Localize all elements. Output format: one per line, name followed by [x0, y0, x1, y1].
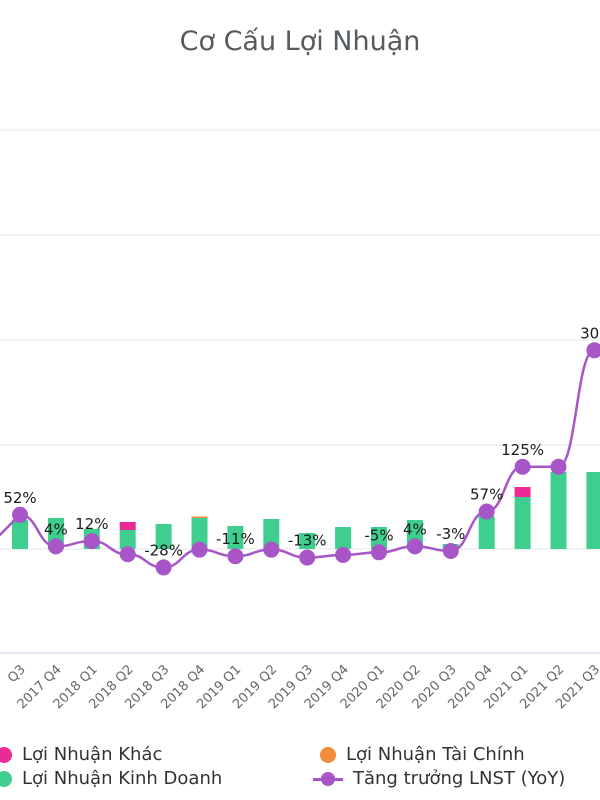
legend-label-kinhdoanh: Lợi Nhuận Kinh Doanh	[22, 768, 223, 789]
bar-tai-chinh	[191, 516, 208, 518]
bar-kinh-doanh	[227, 526, 244, 549]
growth-data-label: -28%	[144, 541, 183, 559]
growth-data-label: 52%	[3, 489, 36, 507]
bar-kinh-doanh	[191, 518, 208, 549]
bar-kinh-doanh	[119, 530, 136, 549]
growth-point	[335, 546, 352, 563]
bar-kinh-doanh	[514, 497, 531, 549]
x-tick-label: Q3	[5, 662, 29, 686]
legend-item-khac[interactable]: Lợi Nhuận Khác	[0, 744, 162, 765]
bar-kinh-doanh	[371, 527, 387, 549]
chart-legend: Lợi Nhuận Khác Lợi Nhuận Tài Chính Lợi N…	[0, 738, 600, 800]
growth-point	[406, 538, 423, 555]
legend-marker-khac	[0, 746, 12, 763]
bar-kinh-doanh	[335, 527, 352, 549]
legend-label-tangtruong: Tăng trưởng LNST (YoY)	[353, 768, 566, 789]
growth-data-label: 4%	[44, 520, 68, 538]
legend-item-taichinh[interactable]: Lợi Nhuận Tài Chính	[320, 744, 525, 765]
bar-kinh-doanh	[586, 472, 600, 549]
growth-data-label: 125%	[501, 441, 544, 459]
legend-label-taichinh: Lợi Nhuận Tài Chính	[346, 744, 525, 765]
growth-data-label: 4%	[403, 520, 427, 538]
bar-khac	[514, 487, 531, 497]
bar-khac	[119, 522, 136, 530]
growth-point	[227, 548, 244, 565]
growth-data-label: 12%	[75, 515, 108, 533]
growth-point	[191, 541, 208, 558]
growth-point	[119, 546, 136, 563]
legend-label-khac: Lợi Nhuận Khác	[22, 744, 163, 765]
growth-data-label: 302	[580, 324, 600, 342]
bar-kinh-doanh	[550, 472, 567, 549]
growth-point	[371, 544, 387, 561]
growth-point	[478, 503, 495, 520]
growth-point	[299, 549, 316, 566]
growth-data-label: -13%	[288, 532, 327, 550]
bar-kinh-doanh	[299, 533, 316, 549]
growth-data-label: -11%	[216, 530, 255, 548]
growth-point	[550, 458, 567, 475]
growth-point	[155, 559, 172, 576]
growth-point	[586, 342, 600, 359]
growth-point	[442, 542, 459, 559]
growth-point	[12, 506, 28, 523]
legend-item-kinhdoanh[interactable]: Lợi Nhuận Kinh Doanh	[0, 768, 222, 789]
legend-marker-kinhdoanh	[0, 770, 12, 787]
growth-point	[83, 533, 100, 550]
legend-marker-tangtruong	[313, 771, 343, 787]
growth-point	[47, 538, 64, 555]
legend-marker-taichinh	[320, 746, 336, 763]
growth-point	[263, 541, 280, 558]
bar-kinh-doanh	[478, 516, 495, 549]
bar-kinh-doanh	[155, 524, 172, 549]
growth-point	[514, 458, 531, 475]
growth-data-label: -5%	[364, 526, 393, 544]
bar-kinh-doanh	[12, 520, 28, 549]
bar-kinh-doanh	[263, 519, 280, 549]
growth-data-label: -3%	[436, 525, 465, 543]
chart-title: Cơ Cấu Lợi Nhuận	[179, 26, 421, 57]
legend-item-tangtruong[interactable]: Tăng trưởng LNST (YoY)	[313, 768, 565, 789]
growth-data-label: 57%	[470, 485, 503, 503]
